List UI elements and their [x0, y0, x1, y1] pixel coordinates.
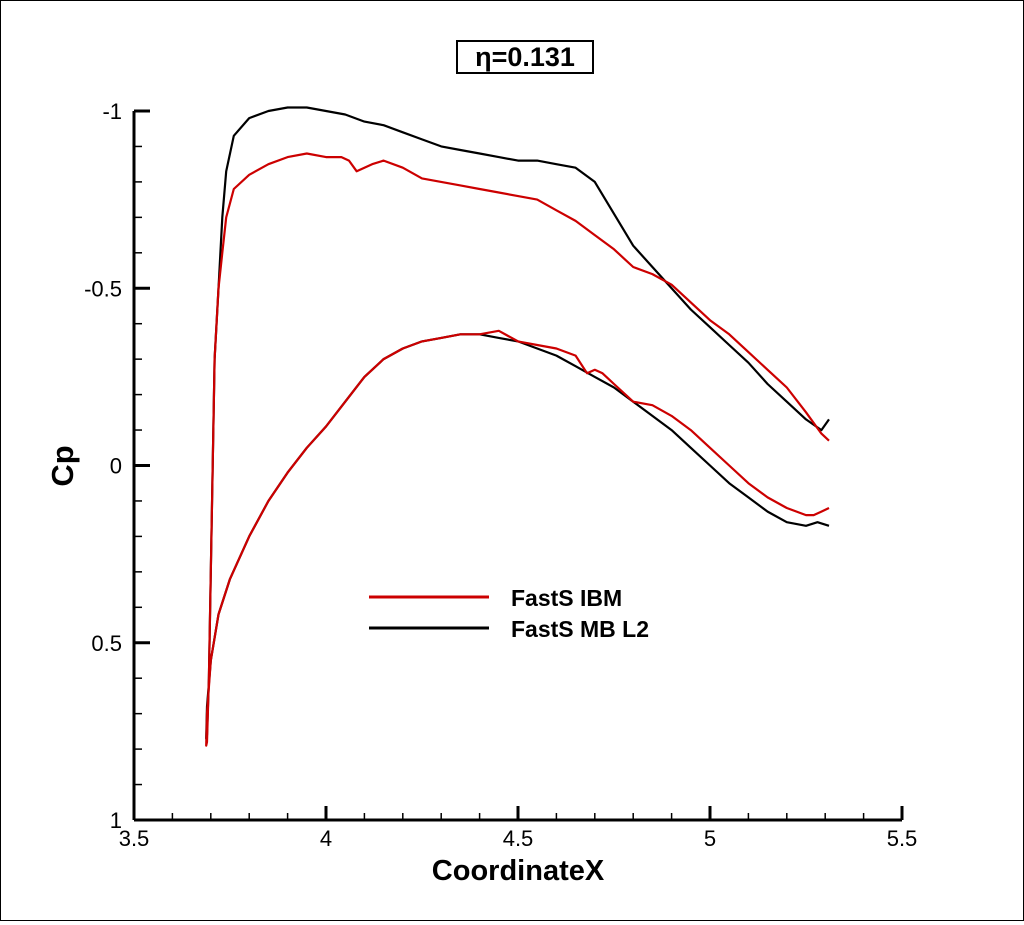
- y-axis-label: Cp: [45, 445, 80, 486]
- x-tick-label: 4.5: [503, 826, 534, 851]
- y-tick-label: -0.5: [84, 276, 122, 301]
- chart-title: η=0.131: [475, 42, 575, 72]
- x-tick-label: 3.5: [119, 826, 150, 851]
- title-box: [456, 40, 594, 74]
- legend-label: FastS IBM: [511, 585, 622, 611]
- series-line-fasts-ibm: [205, 152, 830, 747]
- y-tick-label: 0.5: [91, 631, 122, 656]
- x-tick-label: 5.5: [887, 826, 918, 851]
- x-tick-label: 4: [320, 826, 332, 851]
- x-axis-label: CoordinateX: [432, 855, 605, 887]
- x-tick-label: 5: [704, 826, 716, 851]
- series-line-fasts-mb-l2: [205, 106, 830, 740]
- legend: FastS IBM FastS MB L2: [369, 585, 649, 642]
- y-tick-label: 0: [110, 454, 122, 479]
- y-tick-label: -1: [102, 99, 122, 124]
- y-tick-label: 1: [110, 808, 122, 833]
- legend-label: FastS MB L2: [511, 616, 649, 642]
- axes: 3.5 4 4.5 5 5.5 -1 -0.5 0 0.5 1: [84, 99, 917, 851]
- curves: [205, 106, 830, 747]
